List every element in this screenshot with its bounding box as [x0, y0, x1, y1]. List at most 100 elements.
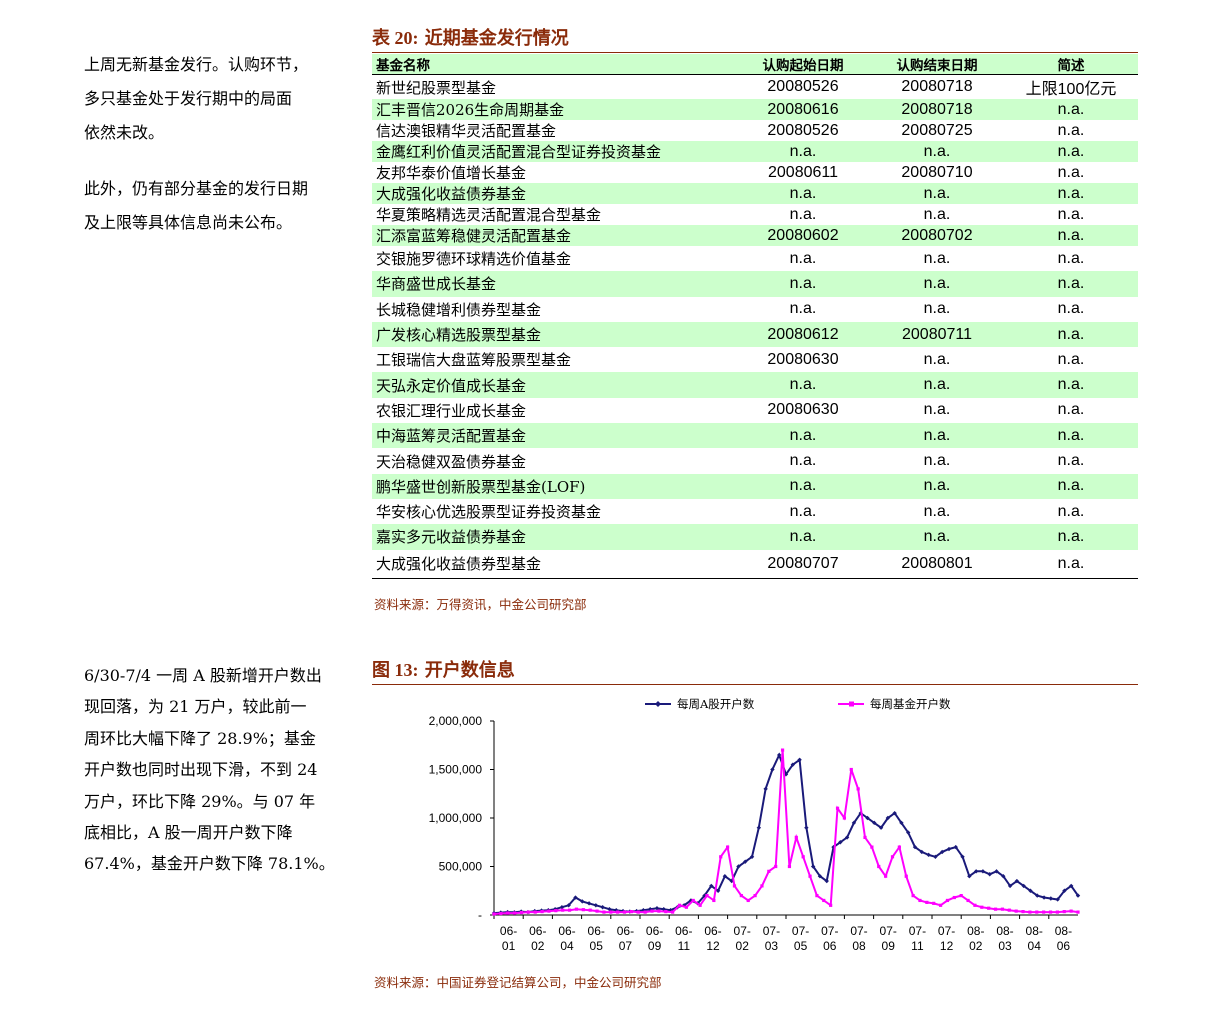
- data-point: [987, 872, 992, 877]
- text-line: 万户，环比下降 29%。与 07 年: [84, 791, 316, 811]
- data-point: [1055, 910, 1059, 914]
- start-date-cell: n.a.: [736, 423, 870, 449]
- data-point: [980, 905, 984, 909]
- end-date-cell: n.a.: [870, 183, 1004, 204]
- data-point: [822, 898, 826, 903]
- fund-name-cell: 嘉实多元收益债券基金: [372, 524, 736, 550]
- data-point: [519, 910, 524, 915]
- data-point: [593, 903, 599, 908]
- x-tick-label-bottom: 04: [1028, 939, 1042, 953]
- data-point: [817, 874, 823, 879]
- data-point: [650, 909, 654, 913]
- y-tick-label: 2,000,000: [429, 714, 483, 728]
- data-point: [904, 874, 908, 878]
- data-point: [865, 815, 870, 821]
- data-point: [851, 820, 857, 826]
- x-tick-label-top: 06-: [529, 924, 546, 938]
- end-date-cell: 20080711: [870, 321, 1004, 348]
- data-point: [1055, 897, 1060, 902]
- data-point: [492, 912, 496, 916]
- summary-cell: n.a.: [1057, 163, 1085, 181]
- series-line-0: [493, 752, 1079, 915]
- table-row: 交银施罗德环球精选价值基金 n.a. n.a. n.a.: [372, 246, 1138, 271]
- data-point: [794, 835, 798, 839]
- summary-cell: n.a.: [1004, 549, 1138, 579]
- summary-cell: n.a.: [1004, 473, 1138, 499]
- x-tick-label-bottom: 04: [560, 939, 574, 953]
- x-tick-label-top: 07-: [792, 924, 809, 938]
- x-tick-label-bottom: 05: [590, 939, 604, 953]
- y-tick-label: 1,000,000: [429, 811, 483, 825]
- start-date-cell: n.a.: [789, 249, 817, 267]
- x-tick-label: 07-09: [880, 924, 897, 953]
- x-tick-label-top: 08-: [967, 924, 984, 938]
- data-point: [884, 874, 888, 878]
- data-point: [926, 852, 931, 858]
- data-point: [829, 903, 833, 907]
- data-point: [912, 844, 918, 850]
- header-end-date: 认购结束日期: [870, 54, 1004, 75]
- header-fund-name: 基金名称: [372, 54, 736, 75]
- text-line: 此外，仍有部分基金的发行日期: [84, 179, 309, 198]
- end-date-cell: n.a.: [923, 350, 951, 368]
- data-point: [760, 884, 764, 888]
- table-row: 广发核心精选股票型基金 20080612 20080711 n.a.: [372, 321, 1138, 348]
- data-point: [1035, 910, 1039, 914]
- data-point: [856, 787, 860, 791]
- data-point: [1069, 909, 1073, 913]
- data-point: [629, 910, 634, 914]
- x-tick-label: 07-05: [792, 924, 809, 953]
- data-point: [938, 903, 943, 907]
- x-tick-label-top: 06-: [675, 924, 692, 938]
- end-date-cell: n.a.: [923, 502, 951, 520]
- summary-cell: n.a.: [1057, 401, 1085, 419]
- data-point: [767, 869, 771, 873]
- table-number: 表 20:: [372, 28, 419, 48]
- start-date-cell: n.a.: [789, 452, 817, 470]
- x-tick-label: 07-12: [938, 924, 955, 953]
- text-line: 依然未改。: [84, 123, 165, 142]
- data-point: [918, 898, 922, 903]
- data-point: [671, 910, 675, 914]
- data-point: [746, 898, 750, 903]
- x-tick-label: 06-02: [529, 924, 546, 953]
- x-tick-label-bottom: 09: [882, 939, 896, 953]
- end-date-cell: n.a.: [923, 249, 951, 267]
- data-point: [567, 908, 572, 912]
- data-point: [602, 910, 606, 914]
- x-tick-label-bottom: 07: [619, 939, 633, 953]
- data-point: [533, 910, 537, 914]
- fund-name-cell: 鹏华盛世创新股票型基金(LOF): [372, 473, 736, 499]
- data-point: [1042, 910, 1046, 914]
- fund-name-cell: 农银汇理行业成长基金: [376, 401, 527, 420]
- fund-name-cell: 交银施罗德环球精选价值基金: [376, 250, 572, 269]
- fund-name-cell: 信达澳银精华灵活配置基金: [376, 122, 557, 140]
- start-date-cell: n.a.: [736, 141, 870, 162]
- start-date-cell: n.a.: [789, 300, 817, 318]
- start-date-cell: n.a.: [736, 473, 870, 499]
- end-date-cell: n.a.: [923, 401, 951, 419]
- end-date-cell: 20080702: [870, 225, 1004, 246]
- fund-name-cell: 华商盛世成长基金: [372, 271, 736, 297]
- x-tick-label-top: 06-: [646, 924, 663, 938]
- x-tick-label: 08-02: [967, 924, 984, 953]
- data-point: [801, 855, 805, 859]
- data-point: [691, 898, 695, 903]
- x-tick-label: 07-02: [734, 924, 751, 953]
- data-point: [609, 910, 613, 914]
- data-point: [636, 910, 640, 914]
- data-point: [677, 903, 682, 907]
- x-tick-label-bottom: 11: [678, 939, 691, 953]
- table-header-row: 基金名称 认购起始日期 认购结束日期 简述: [372, 54, 1138, 75]
- x-tick-label-bottom: 02: [969, 939, 983, 953]
- summary-cell: n.a.: [1057, 121, 1085, 139]
- data-point: [953, 844, 958, 850]
- summary-cell: n.a.: [1004, 372, 1138, 398]
- figure-title: 开户数信息: [424, 660, 515, 681]
- data-point: [595, 909, 599, 913]
- data-point: [804, 825, 809, 830]
- x-tick-label-bottom: 12: [706, 939, 720, 953]
- data-point: [574, 907, 579, 911]
- data-point: [966, 898, 970, 903]
- data-point: [540, 910, 544, 914]
